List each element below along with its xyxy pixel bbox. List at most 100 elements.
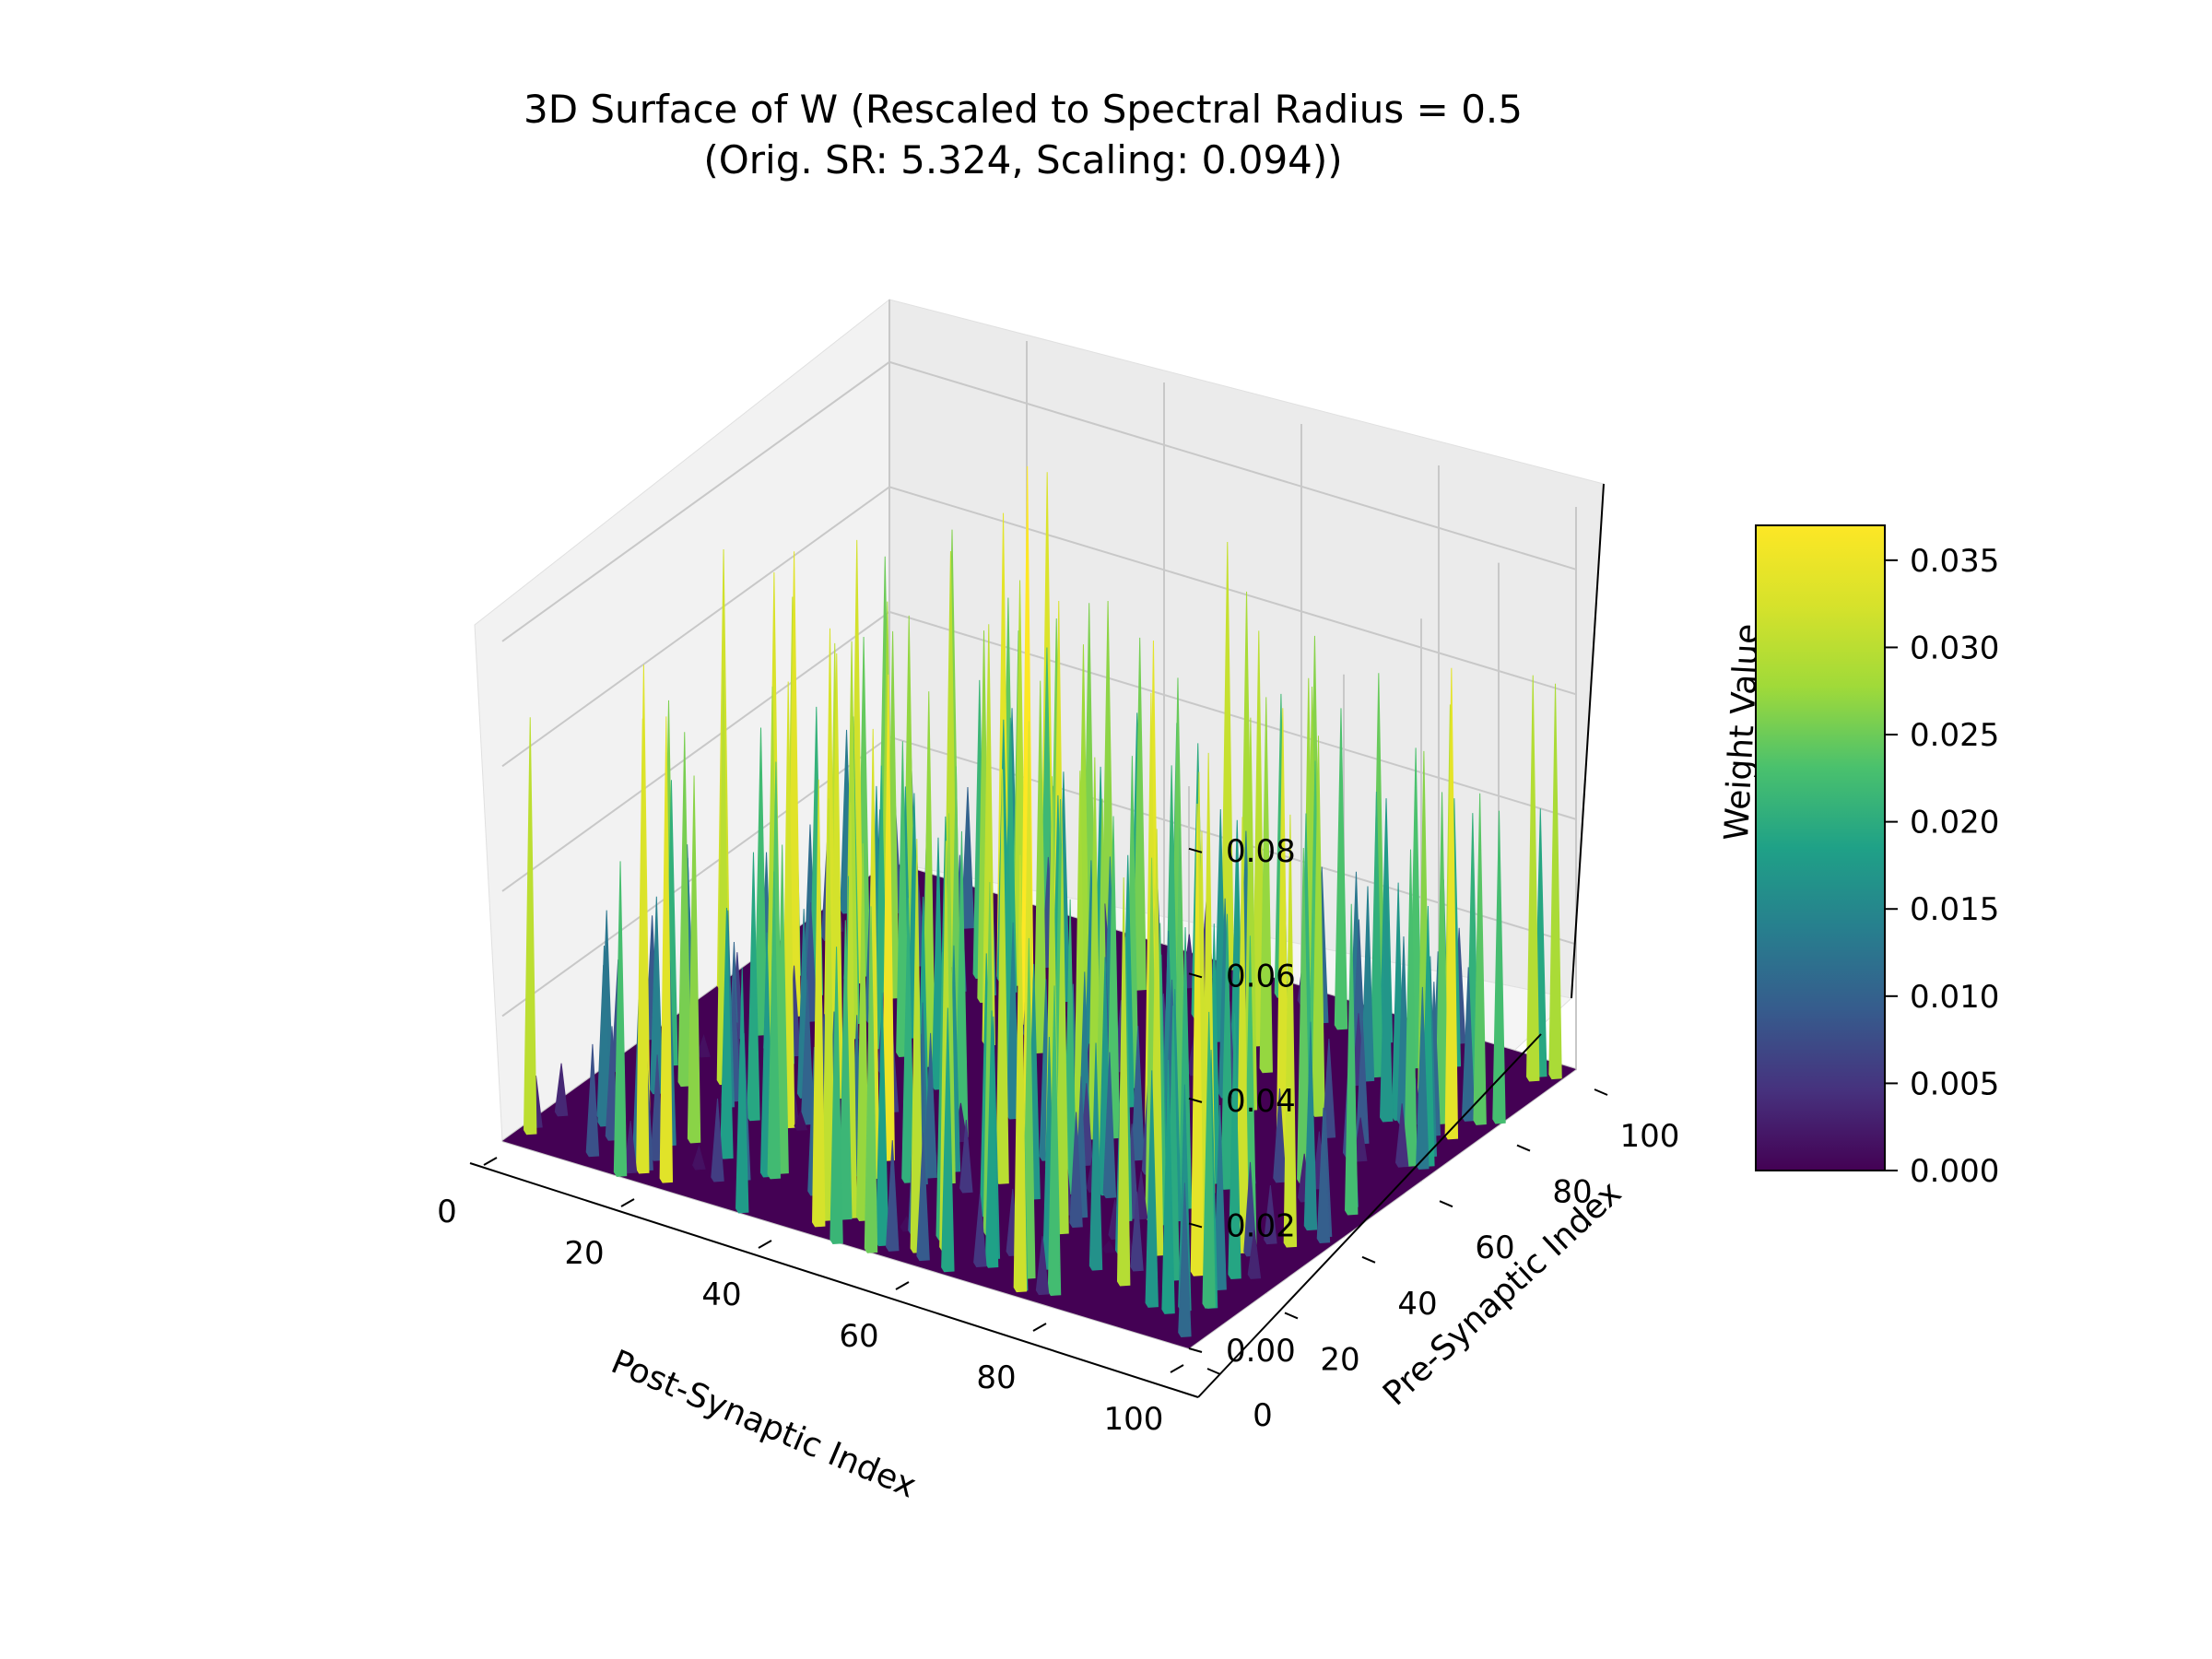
y-tick-label: 0 (1253, 1397, 1273, 1434)
surface-spike (687, 775, 701, 1144)
x-tick-mark (1032, 1323, 1047, 1332)
surface-spike (864, 906, 878, 1253)
surface-spike (1145, 1070, 1159, 1308)
z-axis-ticks: 0.00 0.02 0.04 0.06 0.08 (1188, 833, 1296, 1370)
z-tick-label: 0.08 (1226, 833, 1296, 870)
surface-spike (554, 1063, 569, 1117)
y-tick-label: 60 (1475, 1230, 1514, 1266)
surface-spike (1416, 986, 1430, 1171)
surface-spike (1228, 1013, 1241, 1279)
z-tick-mark (1188, 847, 1203, 853)
x-tick-label: 80 (976, 1359, 1016, 1396)
colorbar-tick-label: 0.020 (1910, 805, 1999, 841)
surface-spike (941, 1007, 955, 1273)
surface-spike (1088, 1042, 1103, 1271)
surface-spike (1259, 697, 1273, 1074)
x-tick-mark (758, 1240, 772, 1249)
surface-spike (747, 852, 760, 1122)
y-tick-mark (1361, 1255, 1376, 1264)
surface-spike (524, 717, 537, 1135)
colorbar-tick-label: 0.000 (1910, 1153, 1999, 1190)
surface-spike (794, 1110, 808, 1131)
x-tick-label: 0 (437, 1194, 457, 1230)
y-tick-label: 40 (1397, 1286, 1437, 1323)
y-axis-ticks: 0 20 40 60 80 100 (1206, 1088, 1679, 1434)
surface-spike (585, 1043, 600, 1158)
grid-line-z (501, 360, 1577, 642)
colorbar-tick-label: 0.030 (1910, 629, 1999, 666)
y-axis-line (1197, 1033, 1542, 1398)
y-tick-label: 80 (1552, 1174, 1592, 1211)
z-tick-label: 0.04 (1226, 1083, 1296, 1120)
surface-spike (1303, 1021, 1318, 1231)
colorbar-tick-label: 0.035 (1910, 543, 1999, 580)
surface-spike (959, 1119, 973, 1194)
y-tick-label: 20 (1320, 1341, 1359, 1378)
surface-spike (1548, 683, 1562, 1080)
y-tick-mark (1206, 1368, 1221, 1375)
surface-spike (1178, 1182, 1192, 1338)
surface-spike (1444, 667, 1459, 1140)
surface-spike (1492, 810, 1506, 1124)
surface-spike (636, 718, 650, 1174)
x-tick-label: 40 (701, 1277, 741, 1313)
z-tick-mark (1188, 1347, 1203, 1353)
x-axis-label: Post-Synaptic Index (606, 1343, 921, 1505)
z-axis-line (1571, 483, 1605, 999)
surface-spike (1316, 1107, 1331, 1243)
surface-spike (1526, 675, 1540, 1082)
surface-spike (1264, 1185, 1277, 1245)
surface-spike (1394, 1103, 1409, 1168)
surface-spike (984, 1010, 999, 1268)
colorbar-tick-label: 0.025 (1910, 717, 1999, 754)
surface-spike (1473, 793, 1487, 1125)
colorbar-tick-label: 0.015 (1910, 891, 1999, 928)
colorbar-tick-label: 0.005 (1910, 1065, 1999, 1102)
z-tick-label: 0.02 (1226, 1207, 1296, 1244)
surface-spike (886, 1140, 900, 1252)
chart-title-line1: 3D Surface of W (Rescaled to Spectral Ra… (524, 87, 1523, 132)
surface-spike (1247, 1230, 1262, 1279)
surface-spike (1380, 885, 1394, 1123)
grid-line-z (501, 610, 1577, 892)
surface-spike (1161, 1059, 1175, 1314)
colorbar-ticks: 0.000 0.005 0.010 0.015 0.020 0.025 0.030 0.035 (1885, 543, 1999, 1190)
surface-spike (1069, 1112, 1083, 1229)
surface-spike (711, 1098, 724, 1182)
y-tick-mark (1516, 1144, 1531, 1152)
x-tick-mark (483, 1157, 498, 1166)
surface-spike (697, 1034, 711, 1058)
surface-spike (1283, 814, 1298, 1248)
x-axis-line (469, 1162, 1199, 1398)
surface-spike (1116, 877, 1131, 1287)
surface-spike (812, 779, 826, 1228)
chart-title-line2: (Orig. SR: 5.324, Scaling: 0.094)) (703, 137, 1342, 182)
surface-spike (1101, 1240, 1116, 1253)
z-tick-mark (1188, 1097, 1203, 1103)
x-tick-mark (620, 1198, 635, 1207)
grid-line-z (501, 486, 1577, 768)
colorbar (1755, 524, 1886, 1171)
x-tick-label: 20 (564, 1235, 604, 1272)
x-axis-ticks: 0 20 40 60 80 100 (437, 1157, 1184, 1438)
surface-spike (1334, 708, 1348, 1030)
z-tick-label: 0.06 (1226, 958, 1296, 994)
surface-spike (916, 1132, 930, 1262)
surface-spike (1047, 985, 1062, 1296)
surface-spike (1035, 1236, 1050, 1296)
surface-spike (973, 1194, 987, 1267)
y-tick-mark (1284, 1312, 1299, 1320)
y-tick-mark (1439, 1200, 1453, 1208)
surface-spike (1102, 1052, 1117, 1199)
surface-spike (1345, 903, 1359, 1216)
surface-spike (1202, 1011, 1216, 1309)
y-tick-mark (1594, 1088, 1608, 1096)
surface-spike (1130, 1192, 1144, 1272)
surface-spike (830, 947, 843, 1245)
surface-spike (659, 716, 674, 1183)
x-tick-mark (895, 1281, 910, 1290)
z-tick-mark (1188, 1222, 1203, 1229)
surface-plot (502, 465, 1576, 1348)
surface-spike (767, 871, 782, 1180)
